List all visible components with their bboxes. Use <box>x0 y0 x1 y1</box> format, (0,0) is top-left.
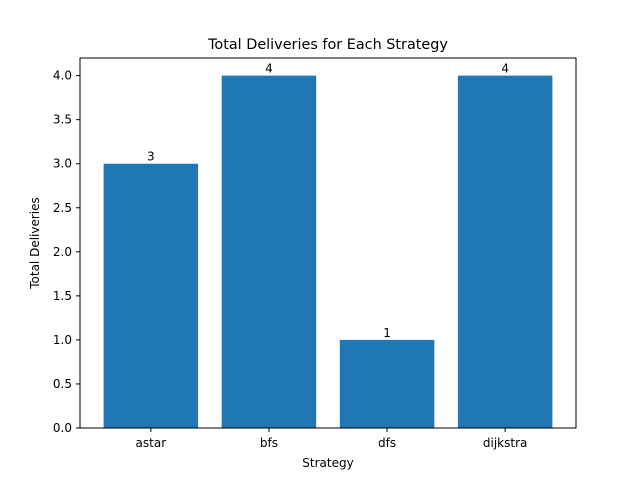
y-tick-label: 2.5 <box>53 201 72 215</box>
y-tick-label: 1.0 <box>53 333 72 347</box>
bar-dijkstra <box>457 75 553 428</box>
bars-layer <box>103 75 553 428</box>
chart-title: Total Deliveries for Each Strategy <box>207 37 448 53</box>
x-tick-label-dfs: dfs <box>378 436 396 450</box>
y-tick-label: 3.0 <box>53 157 72 171</box>
x-tick-label-dijkstra: dijkstra <box>483 436 527 450</box>
y-axis-label: Total Deliveries <box>28 197 42 290</box>
bar-value-label-dfs: 1 <box>383 326 391 340</box>
x-axis-ticks: astar bfs dfs dijkstra <box>136 428 527 450</box>
bar-value-label-dijkstra: 4 <box>501 62 509 76</box>
y-tick-label: 4.0 <box>53 69 72 83</box>
x-tick-label-astar: astar <box>136 436 167 450</box>
bar-value-labels: 3 4 1 4 <box>147 62 509 340</box>
x-tick-label-bfs: bfs <box>260 436 278 450</box>
y-tick-label: 2.0 <box>53 245 72 259</box>
y-axis-ticks: 0.0 0.5 1.0 1.5 2.0 2.5 3.0 3.5 4.0 <box>53 69 80 435</box>
x-axis-label: Strategy <box>302 456 353 470</box>
y-tick-label: 0.5 <box>53 377 72 391</box>
bar-astar <box>103 163 199 428</box>
bar-bfs <box>221 75 317 428</box>
y-tick-label: 0.0 <box>53 421 72 435</box>
plot-area-frame <box>79 57 577 429</box>
y-tick-label: 3.5 <box>53 113 72 127</box>
y-tick-label: 1.5 <box>53 289 72 303</box>
bar-value-label-bfs: 4 <box>265 62 273 76</box>
bar-dfs <box>339 339 435 428</box>
bar-value-label-astar: 3 <box>147 150 155 164</box>
